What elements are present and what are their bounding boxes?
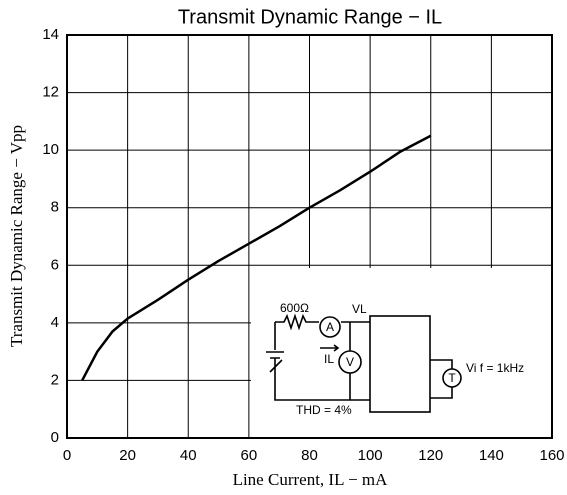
annotation: A	[326, 320, 334, 334]
x-tick-label: 40	[180, 447, 197, 464]
y-axis-label: Transmit Dynamic Range − Vpp	[7, 125, 26, 347]
annotation: THD = 4%	[296, 403, 352, 417]
line	[81, 134, 432, 382]
y-tick-label: 10	[42, 141, 59, 158]
wire	[266, 322, 370, 401]
x-axis-label: Line Current, IL − mA	[233, 470, 389, 489]
annotation: IL	[324, 352, 334, 366]
inset-background	[251, 268, 551, 437]
y-tick-label: 4	[51, 314, 59, 331]
wire	[275, 313, 370, 331]
circuit-inset: 600Ω VL A IL V THD = 4% T Vi f = 1kHz	[266, 301, 524, 417]
x-tick-label: 140	[479, 447, 504, 464]
x-tick-label: 160	[539, 447, 564, 464]
annotation: V	[346, 355, 354, 369]
annotation: VL	[352, 302, 367, 316]
y-tick-label: 14	[42, 26, 59, 43]
y-tick-label: 0	[51, 429, 59, 446]
annotation: Vi f = 1kHz	[466, 361, 524, 375]
plot	[81, 134, 432, 382]
ammeter	[319, 316, 341, 338]
y-tick-label: 8	[51, 199, 59, 216]
voltmeter	[338, 350, 362, 374]
x-tick-label: 20	[119, 447, 136, 464]
chart-title: Transmit Dynamic Range − IL	[178, 6, 442, 28]
device-box	[369, 315, 431, 413]
y-tick-label: 6	[51, 256, 59, 273]
wire	[430, 359, 453, 399]
y-tick-label: 2	[51, 371, 59, 388]
terminal	[442, 368, 462, 388]
x-tick-label: 120	[418, 447, 443, 464]
plot-frame	[66, 34, 553, 439]
x-tick-label: 60	[241, 447, 258, 464]
y-tick-label: 12	[42, 84, 59, 101]
annotation: T	[448, 371, 456, 385]
x-tick-label: 100	[358, 447, 383, 464]
annotation: 600Ω	[280, 301, 309, 315]
x-tick-label: 80	[301, 447, 318, 464]
x-tick-label: 0	[63, 447, 71, 464]
